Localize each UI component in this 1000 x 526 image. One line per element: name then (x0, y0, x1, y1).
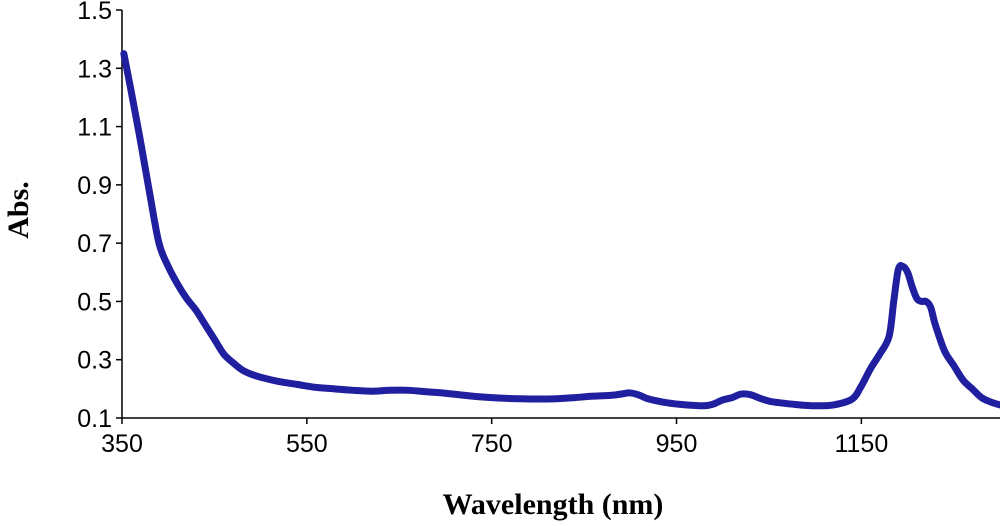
y-tick-label: 1.3 (77, 55, 112, 83)
y-tick-label: 0.3 (77, 347, 112, 375)
y-tick-label: 0.9 (77, 172, 112, 200)
plot-area: 0.1 0.3 0.5 0.7 0.9 1.1 1.3 1.5 350 550 750 950 115… (77, 0, 1000, 458)
y-tick-label: 0.5 (77, 288, 112, 316)
x-tick-label: 350 (101, 430, 143, 458)
y-tick-label: 1.1 (77, 114, 112, 142)
y-axis-ticks: 0.1 0.3 0.5 0.7 0.9 1.1 1.3 1.5 (77, 0, 122, 433)
y-axis-title: Abs. (2, 181, 35, 239)
x-tick-label: 950 (656, 430, 698, 458)
x-tick-label: 550 (286, 430, 328, 458)
y-tick-label: 0.1 (77, 405, 112, 433)
series-layer (120, 50, 1000, 410)
y-tick-label: 0.7 (77, 230, 112, 258)
x-tick-label: 1150 (834, 430, 888, 458)
x-axis-ticks: 350 550 750 950 1150 (101, 418, 888, 458)
absorbance-series-line (120, 50, 1000, 410)
x-tick-label: 750 (471, 430, 513, 458)
y-tick-label: 1.5 (77, 0, 112, 25)
x-axis-title: Wavelength (nm) (443, 488, 664, 521)
